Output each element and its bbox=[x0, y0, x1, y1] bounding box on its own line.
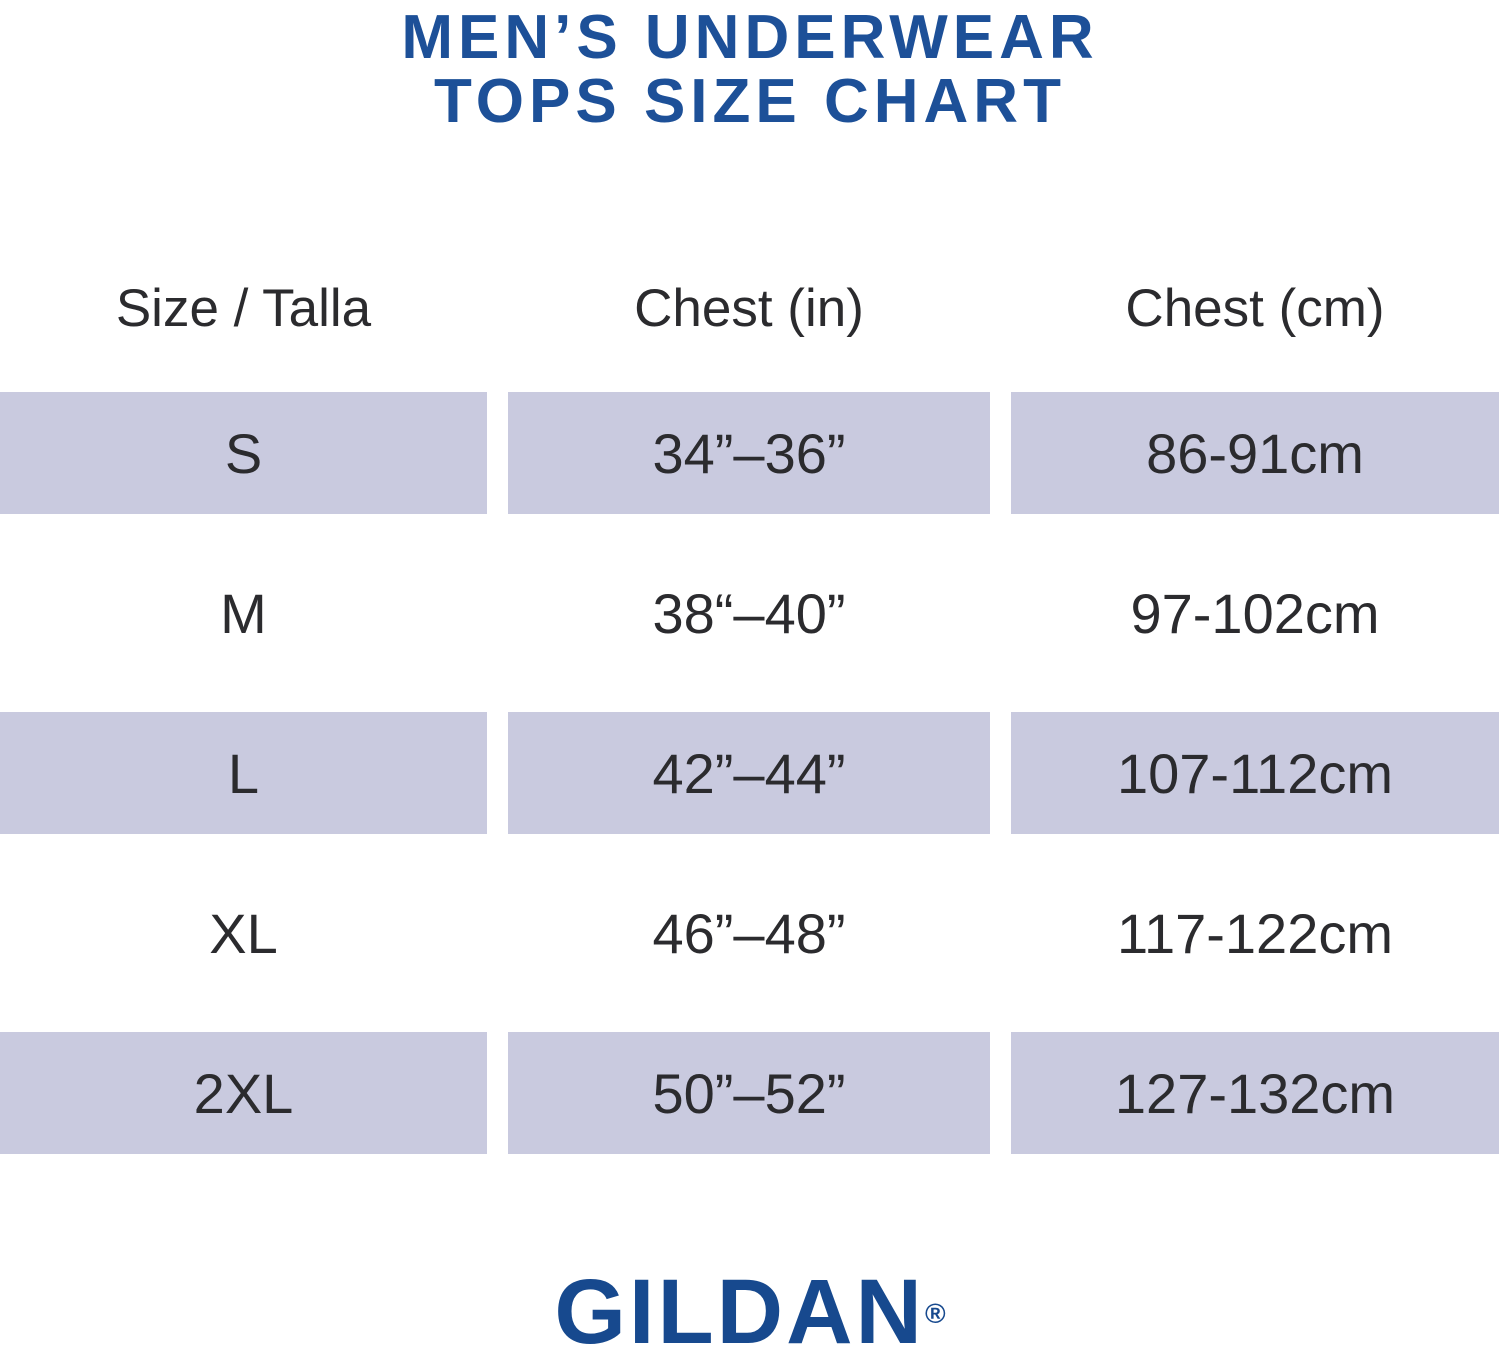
chest-in-cell: 38“–40” bbox=[652, 581, 846, 645]
gildan-logo-text: GILDAN bbox=[554, 1261, 925, 1350]
header-size-talla: Size / Talla bbox=[115, 279, 372, 338]
chest-in-cell: 42”–44” bbox=[508, 712, 990, 834]
size-cell: 2XL bbox=[0, 1032, 487, 1154]
header-chest-cm: Chest (cm) bbox=[1125, 279, 1385, 338]
chest-in-cell: 46”–48” bbox=[652, 901, 846, 965]
chest-cm-cell: 97-102cm bbox=[1130, 581, 1380, 645]
page-title-line-1: MEN’S UNDERWEAR bbox=[401, 3, 1099, 72]
table-row-2xl: 2XL 50”–52” 127-132cm bbox=[0, 1032, 1500, 1154]
size-cell: S bbox=[0, 392, 487, 514]
table-row-xl: XL 46”–48” 117-122cm bbox=[0, 872, 1500, 994]
chest-cm-cell: 107-112cm bbox=[1011, 712, 1499, 834]
size-table: S 34”–36” 86-91cm M 38“–40” 97-102cm L 4… bbox=[0, 392, 1500, 1154]
table-header-row: Size / Talla Chest (in) Chest (cm) bbox=[0, 282, 1500, 336]
page-title: MEN’S UNDERWEAR TOPS SIZE CHART bbox=[0, 0, 1500, 134]
table-row-s: S 34”–36” 86-91cm bbox=[0, 392, 1500, 514]
chest-cm-cell: 117-122cm bbox=[1116, 901, 1393, 965]
table-row-m: M 38“–40” 97-102cm bbox=[0, 552, 1500, 674]
registered-trademark-icon: ® bbox=[925, 1298, 946, 1329]
table-row-l: L 42”–44” 107-112cm bbox=[0, 712, 1500, 834]
header-chest-in: Chest (in) bbox=[634, 279, 864, 338]
size-cell: L bbox=[0, 712, 487, 834]
gildan-logo: GILDAN® bbox=[0, 1266, 1500, 1350]
page-title-line-2: TOPS SIZE CHART bbox=[434, 67, 1066, 136]
chest-cm-cell: 127-132cm bbox=[1011, 1032, 1499, 1154]
size-cell: M bbox=[220, 581, 267, 645]
size-cell: XL bbox=[209, 901, 278, 965]
chest-in-cell: 34”–36” bbox=[508, 392, 990, 514]
chest-cm-cell: 86-91cm bbox=[1011, 392, 1499, 514]
chest-in-cell: 50”–52” bbox=[508, 1032, 990, 1154]
